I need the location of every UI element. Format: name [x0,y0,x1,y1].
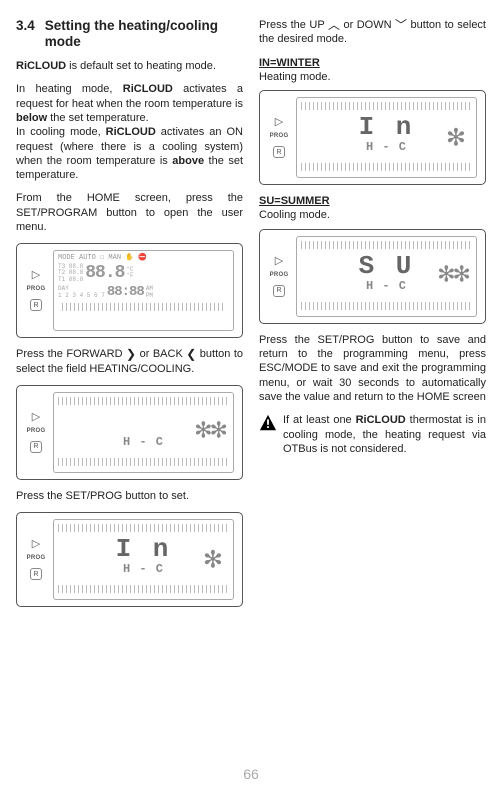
warning-text: If at least one RiCLOUD thermostat is in… [283,413,486,456]
forward-arrow-icon: ❯ [126,348,136,360]
lcd-seg-time: 88:88 [107,284,144,301]
right-column: Press the UP ︿ or DOWN ﹀ button to selec… [259,18,486,616]
back-arrow-icon: ❮ [186,348,196,360]
lcd-heating-cooling-field: ▷ PROG R · H - C ✻✻ [16,385,243,480]
warning-note: If at least one RiCLOUD thermostat is in… [259,413,486,456]
lcd-ampm: AM PM [146,286,153,299]
snowflake-icon: ✻✻ [437,261,468,290]
lcd-screen: MODE AUTO ☐ MAN ✋ ⛔ T3 88.8 T2 88.8 T1 8… [53,250,234,331]
su-summer-label: SU=SUMMER [259,194,486,208]
in-winter-label: IN=WINTER [259,56,486,70]
down-arrow-icon: ﹀ [395,19,407,31]
warning-icon [259,414,277,432]
prog-label: PROG [27,428,46,436]
lcd-seg-temp: 88.8 [85,263,124,285]
up-arrow-icon: ︿ [328,19,340,31]
lcd-mode-row: MODE AUTO ☐ MAN ✋ ⛔ [58,254,229,262]
lcd-side-controls: ▷ PROG R [25,270,47,311]
r-button-icon: R [30,568,42,580]
r-button-icon: R [30,299,42,311]
prog-label: PROG [270,272,289,280]
paragraph-cooling-explain: In cooling mode, RiCLOUD activates an ON… [16,125,243,182]
nav-arrow-icon: ▷ [275,117,283,128]
lcd-summer: ▷ PROG R S U H - C ✻✻ [259,229,486,324]
lcd-units: °C °F [126,267,133,280]
lcd-t-lines: T3 88.8 T2 88.8 T1 88.8 [58,264,83,284]
lcd-in-mode: ▷ PROG R I n H - C ✻ [16,512,243,607]
paragraph-heating-explain: In heating mode, RiCLOUD activates a req… [16,82,243,125]
snowflake-icon: ✻✻ [194,417,225,446]
in-winter-desc: Heating mode. [259,70,486,84]
lcd-home-screen: ▷ PROG R MODE AUTO ☐ MAN ✋ ⛔ T3 88.8 T2 … [16,243,243,338]
section-number: 3.4 [16,18,35,34]
paragraph-forward-back: Press the FORWARD ❯ or BACK ❮ button to … [16,347,243,376]
page-number: 66 [243,765,259,783]
paragraph-default-mode: RiCLOUD is default set to heating mode. [16,59,243,73]
paragraph-set-prog: Press the SET/PROG button to set. [16,489,243,503]
prog-label: PROG [27,555,46,563]
lcd-winter: ▷ PROG R I n H - C ✻ [259,90,486,185]
left-column: 3.4 Setting the heating/cooling mode RiC… [16,18,243,616]
su-summer-desc: Cooling mode. [259,208,486,222]
snowflake-icon: ✻ [446,122,466,153]
prog-label: PROG [27,286,46,294]
nav-arrow-icon: ▷ [32,539,40,550]
r-button-icon: R [273,146,285,158]
nav-arrow-icon: ▷ [32,270,40,281]
r-button-icon: R [273,285,285,297]
nav-arrow-icon: ▷ [275,256,283,267]
nav-arrow-icon: ▷ [32,412,40,423]
product-name: RiCLOUD [16,60,66,72]
lcd-day: DAY 1 2 3 4 5 6 7 [58,286,105,299]
prog-label: PROG [270,133,289,141]
paragraph-save-return: Press the SET/PROG button to save and re… [259,333,486,404]
r-button-icon: R [30,441,42,453]
paragraph-open-menu: From the HOME screen, press the SET/PROG… [16,191,243,234]
paragraph-up-down: Press the UP ︿ or DOWN ﹀ button to selec… [259,18,486,47]
section-heading: 3.4 Setting the heating/cooling mode [16,18,243,49]
snowflake-icon: ✻ [203,544,223,575]
section-title: Setting the heating/cooling mode [45,18,243,49]
